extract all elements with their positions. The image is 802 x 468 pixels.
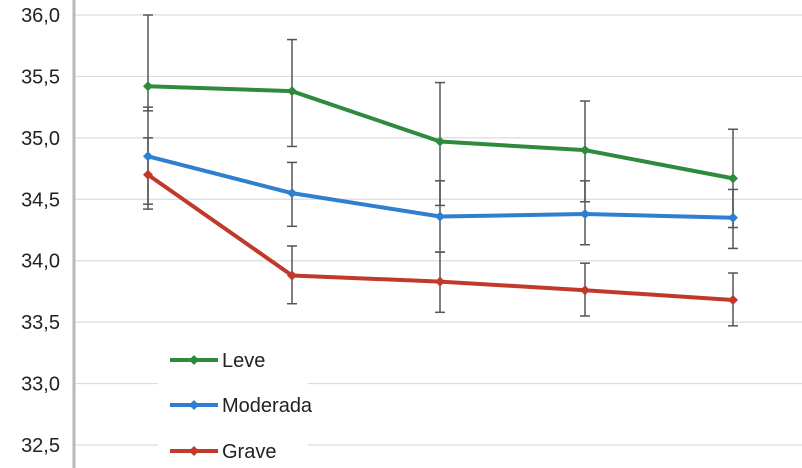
data-points [143, 81, 738, 306]
data-point-leve [728, 173, 738, 184]
data-point-grave [435, 276, 445, 287]
data-point-moderada [287, 188, 297, 199]
data-point-moderada [143, 151, 153, 162]
legend-marker-moderada [189, 400, 199, 410]
legend: Leve Moderada Grave [158, 338, 313, 468]
y-tick-label: 33,5 [21, 312, 60, 334]
legend-label-leve: Leve [222, 350, 265, 372]
data-point-moderada [435, 211, 445, 222]
y-tick-labels: 32,5 33,0 33,5 34,0 34,5 35,0 35,5 36,0 [21, 5, 60, 457]
data-point-moderada [580, 209, 590, 220]
y-tick-label: 34,0 [21, 251, 60, 273]
data-point-leve [580, 145, 590, 156]
y-tick-label: 36,0 [21, 5, 60, 27]
legend-marker-grave [189, 446, 199, 456]
data-point-leve [435, 136, 445, 147]
data-point-grave [287, 270, 297, 281]
y-tick-label: 35,5 [21, 66, 60, 88]
data-point-leve [143, 81, 153, 92]
y-tick-label: 32,5 [21, 435, 60, 457]
data-point-grave [728, 295, 738, 306]
legend-marker-leve [189, 355, 199, 365]
data-point-grave [580, 285, 590, 296]
data-point-grave [143, 169, 153, 180]
y-tick-label: 35,0 [21, 128, 60, 150]
legend-label-grave: Grave [222, 441, 276, 463]
y-tick-label: 33,0 [21, 374, 60, 396]
data-point-moderada [728, 212, 738, 223]
data-point-leve [287, 86, 297, 97]
y-tick-label: 34,5 [21, 189, 60, 211]
legend-label-moderada: Moderada [222, 395, 313, 417]
